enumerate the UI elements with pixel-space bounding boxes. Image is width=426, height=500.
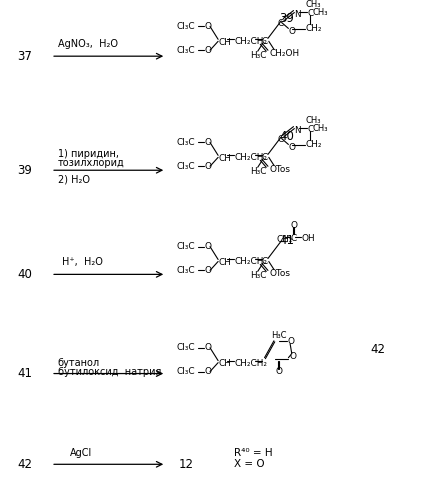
- Text: CH₂: CH₂: [305, 24, 322, 33]
- Text: Cl₃C: Cl₃C: [177, 242, 196, 251]
- Text: O: O: [290, 352, 296, 361]
- Text: C: C: [262, 37, 268, 46]
- Text: 12: 12: [179, 458, 194, 471]
- Text: CH: CH: [218, 258, 231, 267]
- Text: X = O: X = O: [234, 460, 265, 469]
- Text: 40: 40: [17, 268, 32, 281]
- Text: AgCl: AgCl: [70, 448, 92, 458]
- Text: 41: 41: [279, 234, 294, 247]
- Text: O: O: [204, 242, 211, 251]
- Text: O: O: [288, 27, 295, 36]
- Text: CH₂CH₂: CH₂CH₂: [234, 38, 267, 46]
- Text: C: C: [277, 19, 284, 28]
- Text: O: O: [288, 143, 295, 152]
- Text: CH: CH: [218, 154, 231, 163]
- Text: CH₃: CH₃: [312, 124, 328, 133]
- Text: O: O: [204, 46, 211, 54]
- Text: 39: 39: [279, 12, 294, 26]
- Text: OTos: OTos: [270, 269, 291, 278]
- Text: тозилхлорид: тозилхлорид: [58, 158, 124, 168]
- Text: 42: 42: [17, 458, 32, 471]
- Text: O: O: [204, 162, 211, 171]
- Text: Cl₃C: Cl₃C: [177, 162, 196, 171]
- Text: O: O: [288, 338, 294, 346]
- Text: CH₂CH₂: CH₂CH₂: [234, 358, 267, 368]
- Text: C: C: [307, 125, 314, 134]
- Text: O: O: [204, 22, 211, 31]
- Text: CH₃: CH₃: [305, 116, 321, 125]
- Text: C: C: [290, 234, 296, 243]
- Text: C: C: [277, 135, 284, 144]
- Text: CH₂: CH₂: [276, 235, 293, 244]
- Text: H₃C: H₃C: [250, 166, 267, 175]
- Text: 1) пиридин,: 1) пиридин,: [58, 150, 118, 160]
- Text: Cl₃C: Cl₃C: [177, 367, 196, 376]
- Text: OH: OH: [301, 234, 315, 243]
- Text: H₃C: H₃C: [250, 50, 267, 59]
- Text: CH₂OH: CH₂OH: [270, 48, 300, 58]
- Text: H⁺,  H₂O: H⁺, H₂O: [62, 258, 103, 268]
- Text: O: O: [290, 222, 297, 230]
- Text: O: O: [204, 138, 211, 147]
- Text: H₃C: H₃C: [250, 271, 267, 280]
- Text: 37: 37: [17, 50, 32, 62]
- Text: Cl₃C: Cl₃C: [177, 344, 196, 352]
- Text: C: C: [307, 9, 314, 18]
- Text: CH₃: CH₃: [305, 0, 321, 9]
- Text: CH: CH: [218, 359, 231, 368]
- Text: R⁴⁰ = H: R⁴⁰ = H: [234, 448, 273, 458]
- Text: 42: 42: [371, 343, 386, 356]
- Text: O: O: [204, 344, 211, 352]
- Text: Cl₃C: Cl₃C: [177, 22, 196, 31]
- Text: OTos: OTos: [270, 164, 291, 173]
- Text: 40: 40: [279, 130, 294, 143]
- Text: O: O: [204, 266, 211, 275]
- Text: Cl₃C: Cl₃C: [177, 138, 196, 147]
- Text: Cl₃C: Cl₃C: [177, 46, 196, 54]
- Text: C: C: [262, 257, 268, 266]
- Text: O: O: [204, 367, 211, 376]
- Text: H₃C: H₃C: [271, 332, 287, 340]
- Text: CH₃: CH₃: [312, 8, 328, 17]
- Text: 41: 41: [17, 367, 32, 380]
- Text: N: N: [294, 126, 301, 135]
- Text: CH₂CH₂: CH₂CH₂: [234, 154, 267, 162]
- Text: бутилоксид  натрия: бутилоксид натрия: [58, 366, 161, 376]
- Text: Cl₃C: Cl₃C: [177, 266, 196, 275]
- Text: C: C: [262, 153, 268, 162]
- Text: CH₂CH₂: CH₂CH₂: [234, 258, 267, 266]
- Text: CH: CH: [218, 38, 231, 47]
- Text: O: O: [276, 367, 282, 376]
- Text: 2) H₂O: 2) H₂O: [58, 174, 89, 184]
- Text: 39: 39: [17, 164, 32, 176]
- Text: AgNO₃,  H₂O: AgNO₃, H₂O: [58, 40, 118, 50]
- Text: бутанол: бутанол: [58, 358, 100, 368]
- Text: CH₂: CH₂: [305, 140, 322, 149]
- Text: N: N: [294, 10, 301, 19]
